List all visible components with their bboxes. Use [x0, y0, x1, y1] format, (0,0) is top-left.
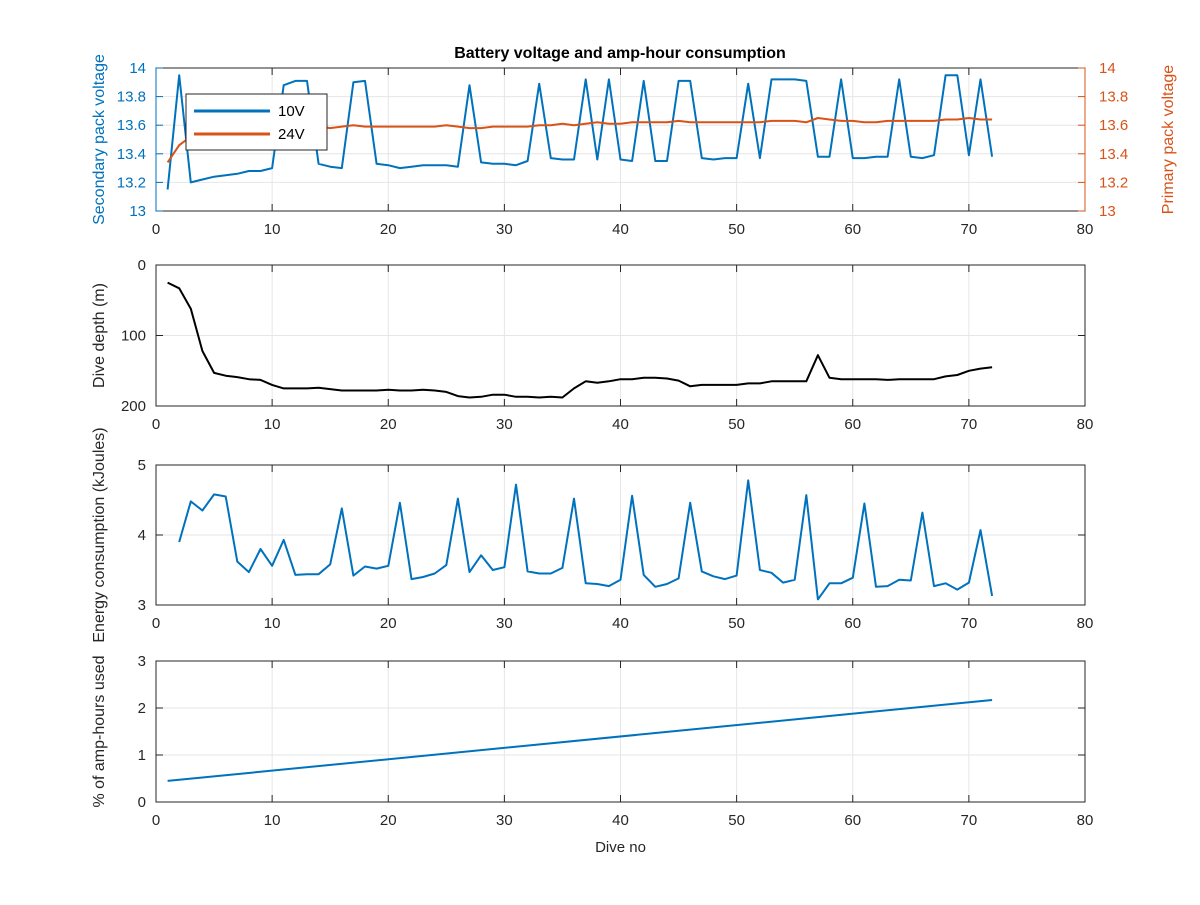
x-tick-label: 70: [961, 812, 978, 829]
legend-label: 10V: [278, 103, 305, 120]
y-tick-label: 13.2: [117, 174, 146, 191]
subplots: 0 10 20 30 40 50 60 70 801313.213.413.613.814131…: [91, 54, 1177, 856]
y-axis-label: % of amp-hours used: [91, 655, 108, 807]
y2-tick-label: 13: [1099, 203, 1116, 220]
y-tick-label: 5: [138, 457, 146, 474]
x-tick-label: 60: [844, 416, 861, 433]
y-tick-label: 13.4: [117, 146, 146, 163]
y-tick-label: 100: [121, 328, 146, 345]
y-tick-label: 13.6: [117, 117, 146, 134]
x-tick-label: 0: [152, 416, 160, 433]
x-tick-label: 60: [844, 812, 861, 829]
x-tick-label: 50: [728, 615, 745, 632]
subplot-2: 0 10 20 30 40 50 60 70 80 0 100 200 Dive depth (m): [91, 257, 1093, 433]
x-tick-label: 20: [380, 812, 397, 829]
subplot-1: 0 10 20 30 40 50 60 70 80 13 13.2 13.4 13.6 13.8 14 13 1…: [91, 54, 1177, 238]
x-tick-label: 30: [496, 812, 513, 829]
series-line-1: [167, 699, 993, 782]
x-tick-label: 80: [1077, 221, 1094, 238]
y-tick-label: 200: [121, 398, 146, 415]
x-tick-label: 40: [612, 221, 629, 238]
x-tick-label: 50: [728, 221, 745, 238]
x-tick-label: 80: [1077, 615, 1094, 632]
x-tick-label: 10: [264, 221, 281, 238]
y-tick-label: 0: [138, 794, 146, 811]
y-tick-label: 2: [138, 700, 146, 717]
x-tick-label: 60: [844, 221, 861, 238]
x-tick-label: 40: [612, 812, 629, 829]
subplot-3: 0 10 20 30 40 50 60 70 80 3 4 5 Energy consumption (…: [91, 427, 1093, 642]
x-tick-label: 70: [961, 615, 978, 632]
legend-box: [185, 93, 328, 151]
y-tick-label: 0: [138, 257, 146, 274]
y2-tick-label: 13.2: [1099, 174, 1128, 191]
y-tick-label: 4: [138, 527, 146, 544]
series-line-1: [178, 479, 994, 601]
x-tick-label: 40: [612, 615, 629, 632]
x-tick-label: 80: [1077, 416, 1094, 433]
y2-tick-label: 13.8: [1099, 89, 1128, 106]
y-tick-label: 1: [138, 747, 146, 764]
subplot-4: 0 10 20 30 40 50 60 70 80 0 1 2 3 % of amp-hours used…: [91, 653, 1093, 856]
series-line-1: [167, 281, 993, 399]
x-tick-label: 20: [380, 416, 397, 433]
x-tick-label: 10: [264, 615, 281, 632]
x-tick-label: 80: [1077, 812, 1094, 829]
x-tick-label: 60: [844, 615, 861, 632]
x-tick-label: 50: [728, 416, 745, 433]
y-axis-label: Energy consumption (kJoules): [91, 427, 108, 642]
x-tick-label: 0: [152, 615, 160, 632]
y-tick-label: 13: [129, 203, 146, 220]
x-tick-label: 20: [380, 221, 397, 238]
y2-tick-label: 13.4: [1099, 146, 1128, 163]
x-tick-label: 20: [380, 615, 397, 632]
x-tick-label: 30: [496, 221, 513, 238]
x-tick-label: 70: [961, 221, 978, 238]
y2-tick-label: 13.6: [1099, 117, 1128, 134]
x-tick-label: 70: [961, 416, 978, 433]
y-axis-label: Dive depth (m): [91, 283, 108, 388]
y2-tick-label: 14: [1099, 60, 1116, 77]
y-axis-label: Secondary pack voltage: [91, 54, 108, 225]
y2-axis-label: Primary pack voltage: [1160, 65, 1177, 214]
y-tick-label: 14: [129, 60, 146, 77]
x-tick-label: 30: [496, 615, 513, 632]
x-tick-label: 10: [264, 416, 281, 433]
legend-label: 24V: [278, 126, 305, 143]
y-tick-label: 13.8: [117, 89, 146, 106]
y-tick-label: 3: [138, 597, 146, 614]
figure-title: Battery voltage and amp-hour consumption: [454, 45, 786, 62]
x-axis-label: Dive no: [595, 839, 646, 856]
x-tick-label: 40: [612, 416, 629, 433]
series-line-10V: [166, 74, 994, 190]
x-tick-label: 0: [152, 221, 160, 238]
x-tick-label: 0: [152, 812, 160, 829]
x-tick-label: 50: [728, 812, 745, 829]
y-tick-label: 3: [138, 653, 146, 670]
x-tick-label: 30: [496, 416, 513, 433]
x-tick-label: 10: [264, 812, 281, 829]
